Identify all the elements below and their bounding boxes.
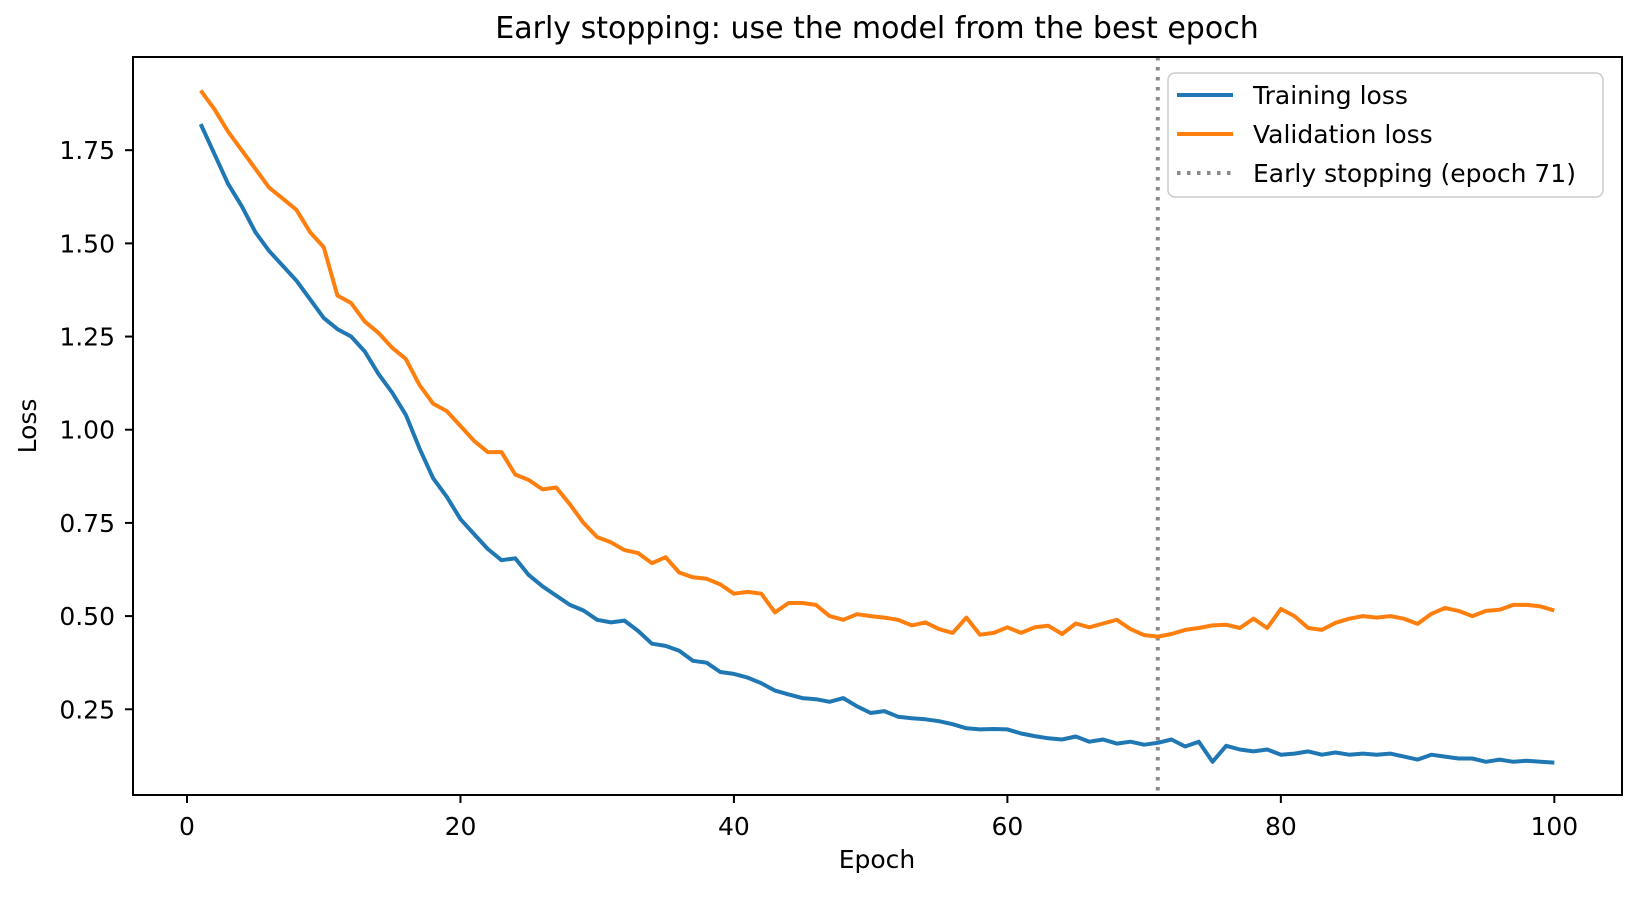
chart-title: Early stopping: use the model from the b…: [495, 11, 1258, 46]
plot-border: [132, 56, 1623, 796]
legend-training-label: Training loss: [1252, 81, 1408, 110]
x-axis-label: Epoch: [839, 845, 916, 874]
y-axis-label: Loss: [13, 399, 42, 454]
y-tick-label: 0.50: [59, 602, 115, 631]
legend-validation-label: Validation loss: [1253, 120, 1433, 149]
x-tick-label: 40: [718, 812, 750, 841]
x-tick-label: 100: [1530, 812, 1578, 841]
y-tick-label: 1.50: [59, 229, 115, 258]
y-tick-label: 0.25: [59, 695, 115, 724]
y-tick-label: 1.25: [59, 323, 115, 352]
legend-early-stopping-label: Early stopping (epoch 71): [1253, 159, 1576, 188]
validation-loss-line: [199, 89, 1555, 639]
x-tick-label: 0: [179, 812, 195, 841]
y-axis-ticks: 0.25 0.50 0.75 1.00 1.25 1.50 1.75: [59, 136, 133, 724]
y-tick-label: 1.00: [59, 416, 115, 445]
training-loss-line: [198, 123, 1555, 765]
legend-box: [1167, 72, 1604, 198]
x-axis-ticks: 0 20 40 60 80 100: [179, 795, 1578, 841]
legend: Training loss Validation loss Early stop…: [1167, 72, 1604, 198]
x-tick-label: 60: [991, 812, 1023, 841]
y-tick-label: 1.75: [59, 136, 115, 165]
y-tick-label: 0.75: [59, 509, 115, 538]
x-tick-label: 80: [1265, 812, 1297, 841]
x-tick-label: 20: [445, 812, 477, 841]
